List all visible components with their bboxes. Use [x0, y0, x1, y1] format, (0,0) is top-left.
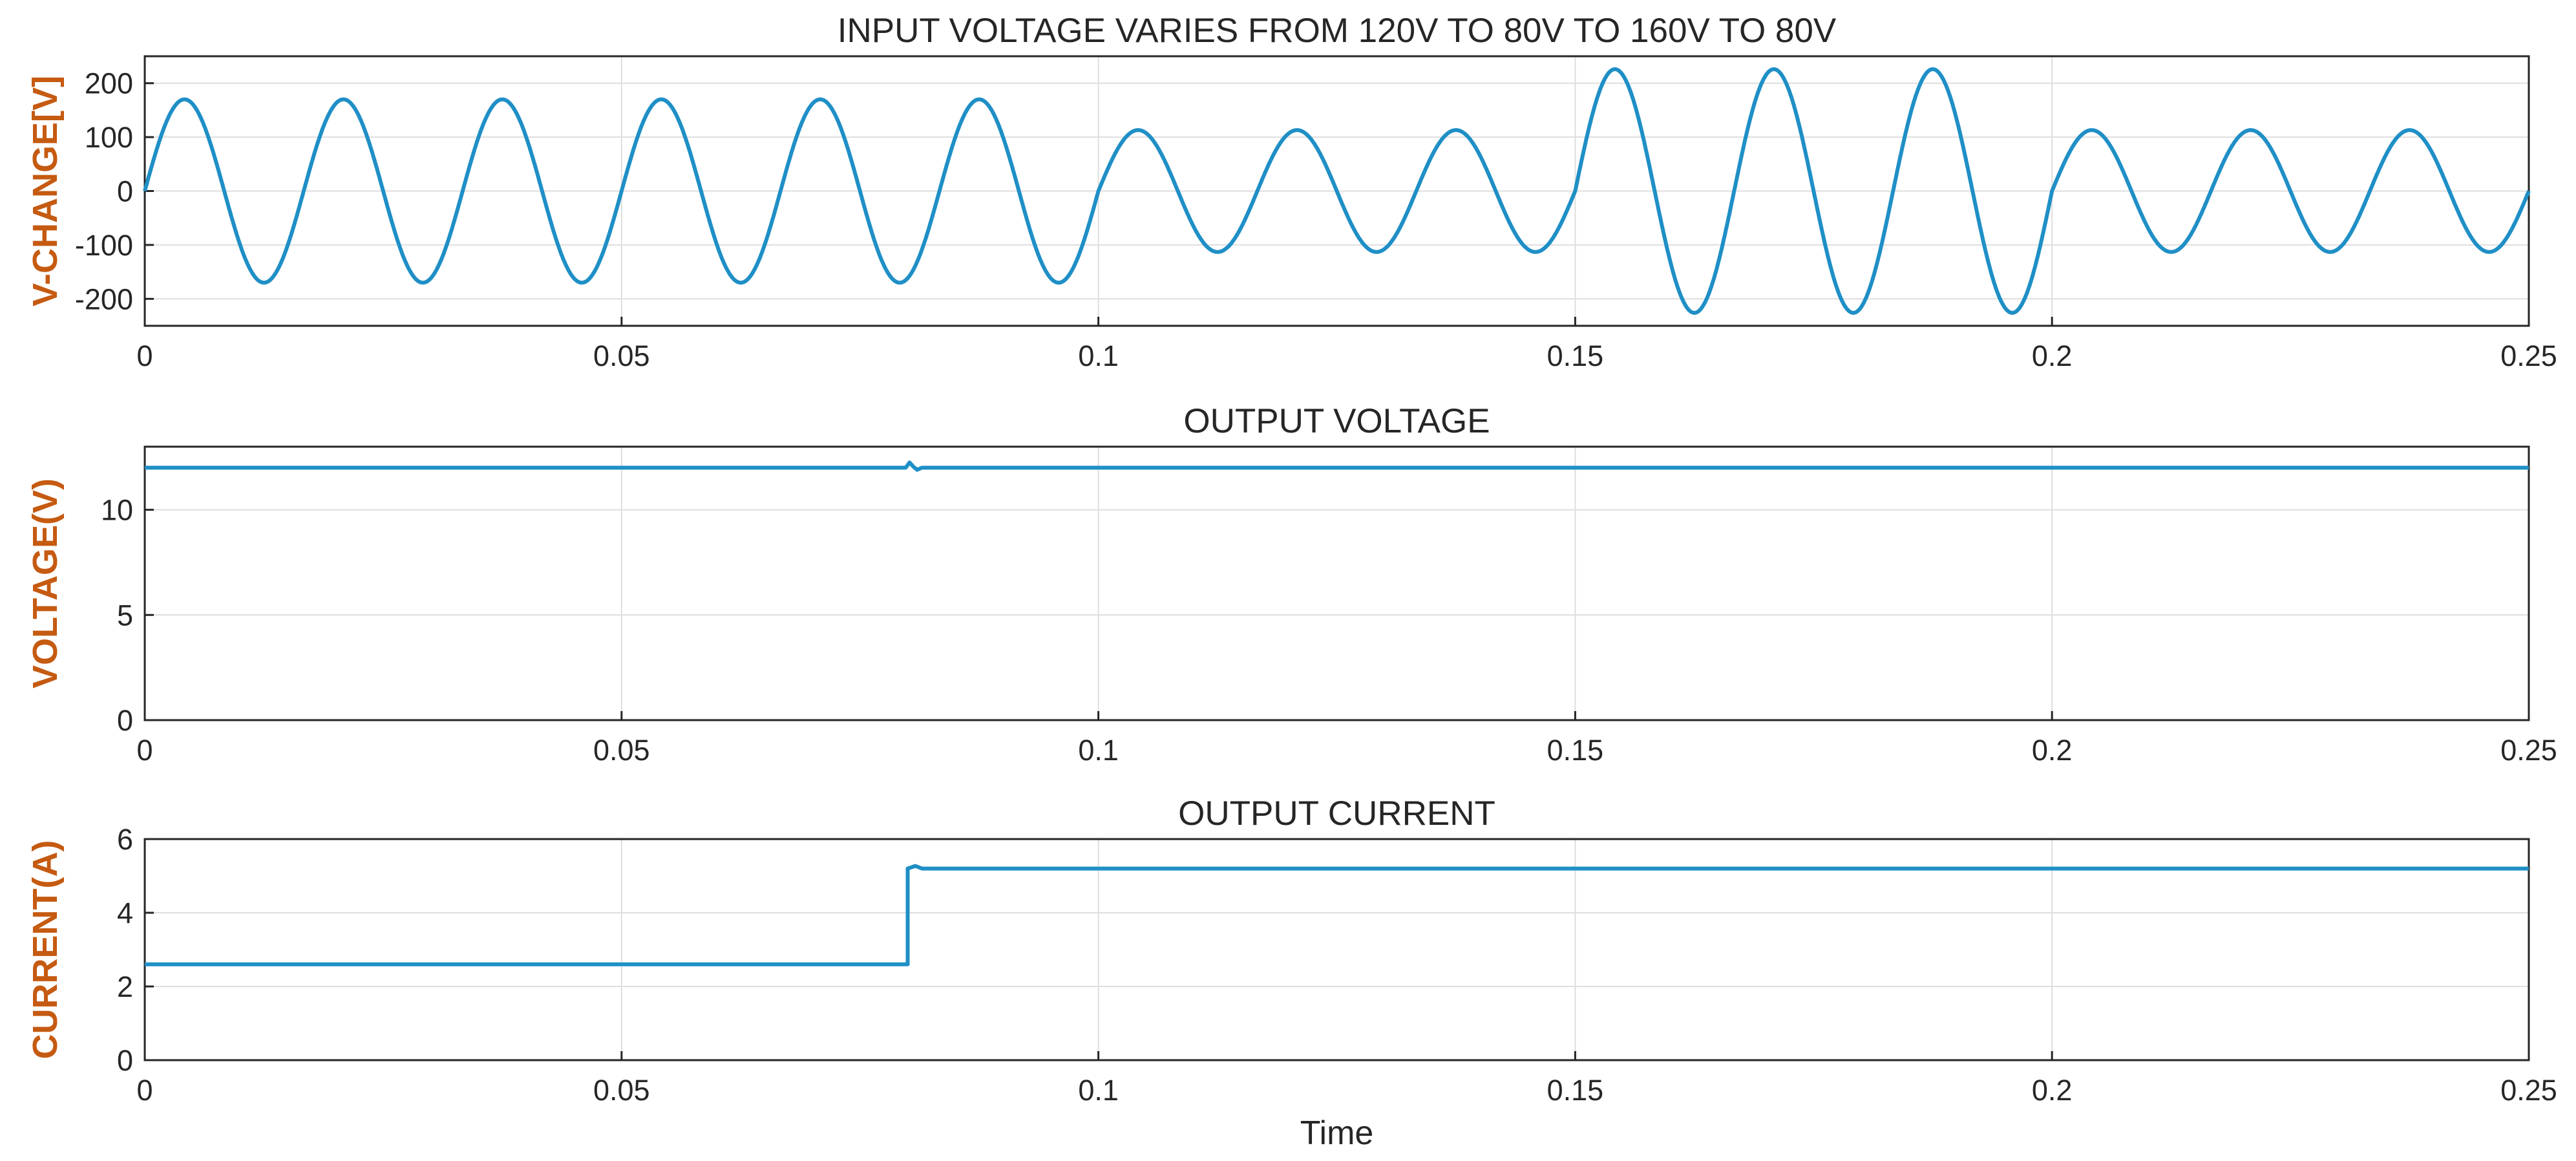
chart-output-voltage-xtick-label: 0.1 — [1078, 734, 1119, 767]
chart-input: 0 0.05 0.1 0.15 0.2 0.25 -200 -100 0 100 200 INPUT … — [26, 12, 2557, 372]
chart-input-ylabel: V-CHANGE[V] — [26, 76, 65, 306]
chart-output-voltage-xtick-label: 0.2 — [2032, 734, 2073, 767]
chart-input-xtick-label: 0.2 — [2032, 339, 2073, 372]
chart-output-voltage-ytick-label: 5 — [117, 599, 133, 632]
chart-output-current-trace — [145, 864, 2529, 966]
chart-input-trace — [143, 67, 2531, 315]
chart-input-xtick-label: 0.25 — [2500, 339, 2557, 372]
chart-output-voltage-xtick-label: 0.25 — [2500, 734, 2557, 767]
chart-output-voltage: 0 0.05 0.1 0.15 0.2 0.25 0 5 10 OUTPUT VOLTAGE VOL… — [26, 402, 2557, 767]
chart-output-current-xtick-label: 0 — [136, 1074, 153, 1107]
chart-output-current-plot-area — [143, 838, 2530, 1061]
chart-input-ytick-label: 200 — [85, 67, 133, 100]
chart-output-current-frame — [143, 838, 2530, 1061]
chart-output-voltage-ylabel: VOLTAGE(V) — [26, 478, 65, 688]
chart-output-voltage-xtick-label: 0.15 — [1547, 734, 1604, 767]
chart-output-current-xtick-label: 0.25 — [2500, 1074, 2557, 1107]
chart-output-voltage-xtick-label: 0.05 — [593, 734, 650, 767]
chart-output-current-title: OUTPUT CURRENT — [1178, 794, 1495, 833]
chart-output-voltage-ytick-label: 10 — [101, 494, 133, 527]
chart-output-current-xlabel: Time — [1300, 1114, 1374, 1152]
chart-output-current-ytick-label: 6 — [117, 823, 133, 856]
chart-input-xtick-label: 0.15 — [1547, 339, 1604, 372]
chart-output-current-xtick-label: 0.1 — [1078, 1074, 1119, 1107]
chart-output-voltage-plot-area — [143, 445, 2530, 721]
chart-input-ytick-label: 100 — [85, 121, 133, 154]
chart-output-current-xtick-label: 0.15 — [1547, 1074, 1604, 1107]
chart-input-ytick-label: -100 — [75, 229, 133, 262]
chart-input-xtick-label: 0.05 — [593, 339, 650, 372]
chart-output-voltage-ytick-label: 0 — [117, 704, 133, 737]
chart-output-voltage-title: OUTPUT VOLTAGE — [1183, 402, 1490, 440]
chart-input-xtick-label: 0.1 — [1078, 339, 1119, 372]
chart-input-ytick-label: 0 — [117, 175, 133, 208]
chart-input-xtick-label: 0 — [136, 339, 153, 372]
chart-input-title: INPUT VOLTAGE VARIES FROM 120V TO 80V TO… — [838, 12, 1837, 50]
chart-output-voltage-frame — [143, 445, 2530, 721]
chart-output-current-ytick-label: 0 — [117, 1044, 133, 1077]
chart-output-current: 0 0.05 0.1 0.15 0.2 0.25 0 2 4 6 OUTPUT CURRENT CUR… — [26, 794, 2557, 1152]
chart-output-current-ylabel: CURRENT(A) — [26, 840, 65, 1060]
chart-output-current-ytick-label: 4 — [117, 897, 133, 930]
chart-output-current-ytick-label: 2 — [117, 970, 133, 1003]
chart-output-current-xtick-label: 0.05 — [593, 1074, 650, 1107]
chart-output-voltage-trace — [145, 460, 2529, 472]
chart-output-voltage-xtick-label: 0 — [136, 734, 153, 767]
chart-input-ytick-label: -200 — [75, 282, 133, 315]
chart-output-current-xtick-label: 0.2 — [2032, 1074, 2073, 1107]
